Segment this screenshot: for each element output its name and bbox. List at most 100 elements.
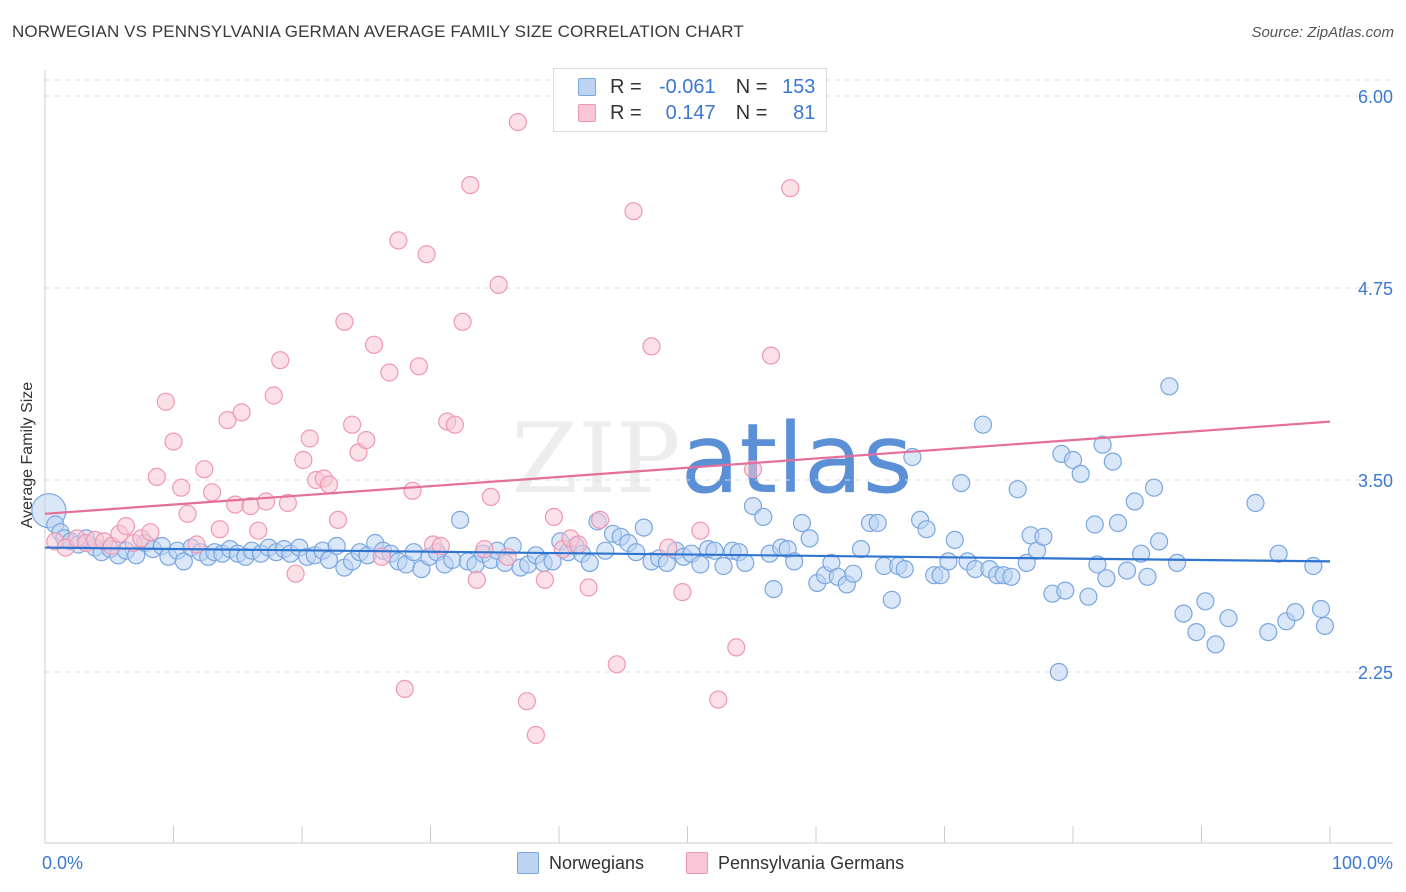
- legend-item-pennsylvania-germans: Pennsylvania Germans: [686, 852, 904, 874]
- pennsylvania-german-point: [461, 176, 480, 195]
- norwegian-point: [882, 590, 901, 609]
- norwegian-point: [800, 529, 819, 548]
- watermark: ZIPatlas: [511, 403, 912, 515]
- legend-swatch-blue: [517, 852, 539, 874]
- pennsylvania-german-point: [431, 536, 450, 556]
- pennsylvania-german-point: [210, 520, 229, 539]
- norwegian-point: [1085, 515, 1104, 534]
- pennsylvania-german-point: [300, 429, 319, 448]
- r-value: -0.061: [658, 75, 716, 98]
- pennsylvania-german-point: [264, 386, 283, 405]
- norwegian-point: [443, 550, 462, 570]
- pennsylvania-german-point: [271, 351, 290, 370]
- n-label: N =: [735, 75, 768, 98]
- norwegian-point: [1138, 567, 1157, 586]
- norwegian-point: [1160, 377, 1179, 396]
- norwegian-point: [1144, 478, 1164, 497]
- pennsylvania-german-point: [256, 492, 276, 511]
- norwegian-point: [1063, 450, 1083, 470]
- legend-swatch-pink: [686, 852, 708, 874]
- pennsylvania-german-point: [743, 460, 763, 479]
- norwegian-point: [1206, 635, 1225, 654]
- pennsylvania-german-point: [364, 335, 384, 354]
- n-label: N =: [735, 101, 768, 124]
- x-tick-label: 0.0%: [42, 853, 83, 873]
- norwegian-point: [580, 553, 599, 573]
- pennsylvania-german-point: [116, 516, 136, 536]
- norwegian-point: [1187, 622, 1206, 642]
- pennsylvania-german-point: [372, 547, 391, 566]
- pennsylvania-german-point: [489, 275, 508, 294]
- pennsylvania-german-point: [335, 312, 354, 331]
- norwegian-point: [705, 541, 724, 560]
- chart-title: NORWEGIAN VS PENNSYLVANIA GERMAN AVERAGE…: [12, 22, 744, 41]
- pennsylvania-german-point: [203, 483, 222, 502]
- norwegian-point: [451, 510, 470, 530]
- norwegian-point: [1093, 435, 1112, 454]
- norwegian-point: [945, 530, 964, 550]
- norwegian-point: [764, 579, 783, 599]
- y-tick-label: 4.75: [1358, 279, 1393, 299]
- pennsylvania-german-point: [395, 679, 414, 699]
- pennsylvania-german-point: [343, 415, 362, 434]
- y-tick-label: 2.25: [1358, 663, 1393, 683]
- pennsylvania-german-point: [535, 570, 555, 589]
- norwegian-point: [754, 507, 773, 527]
- pennsylvania-german-point: [498, 547, 517, 566]
- pennsylvania-german-point: [526, 725, 546, 745]
- norwegian-point: [1088, 555, 1107, 574]
- norwegian-point: [327, 536, 346, 556]
- stats-row-norwegians: R = -0.061 N = 153: [578, 73, 815, 101]
- pennsylvania-german-point: [357, 431, 376, 450]
- norwegian-point: [1269, 544, 1288, 563]
- pennsylvania-german-point: [607, 655, 626, 674]
- norwegian-point: [1304, 556, 1323, 576]
- pennsylvania-german-point: [328, 510, 348, 530]
- norwegians-trendline: [44, 546, 1331, 563]
- pennsylvania-german-point: [249, 521, 268, 540]
- pennsylvania-german-point: [218, 411, 237, 430]
- norwegian-point: [736, 553, 755, 573]
- legend-label: Norwegians: [549, 852, 645, 873]
- norwegian-point: [1108, 513, 1128, 533]
- norwegian-point: [626, 543, 646, 562]
- norwegian-point: [1174, 604, 1193, 623]
- pennsylvania-german-point: [380, 363, 399, 382]
- pennsylvania-german-point: [544, 507, 564, 527]
- pennsylvania-german-point: [709, 690, 728, 709]
- n-value: 153: [782, 75, 816, 98]
- pennsylvania-german-point: [453, 312, 472, 331]
- norwegian-point: [1079, 587, 1098, 606]
- pennsylvania-german-point: [624, 202, 643, 221]
- pennsylvania-german-point: [691, 521, 710, 540]
- pennsylvania-german-point: [673, 582, 692, 602]
- pennsylvania-german-point: [232, 403, 251, 422]
- norwegian-point: [785, 552, 804, 571]
- norwegian-point: [1008, 480, 1027, 499]
- norwegian-point: [1103, 452, 1122, 471]
- pennsylvania-german-point: [178, 504, 197, 523]
- norwegian-point: [1196, 592, 1215, 611]
- pennsylvania-german-point: [508, 112, 528, 132]
- norwegian-point: [596, 541, 615, 560]
- pennsylvania-german-point: [319, 475, 339, 494]
- norwegian-point: [1315, 616, 1335, 636]
- pennsylvania-germans-swatch: [578, 104, 596, 122]
- r-label: R =: [610, 101, 642, 124]
- pennsylvania-german-point: [403, 481, 422, 500]
- pennsylvania-german-point: [445, 415, 464, 434]
- norwegian-point: [1219, 609, 1238, 628]
- norwegian-point: [1049, 662, 1069, 682]
- pennsylvania-german-point: [187, 535, 206, 554]
- pennsylvania-german-point: [642, 337, 661, 356]
- norwegian-point: [1034, 527, 1053, 546]
- pennsylvania-german-point: [141, 523, 160, 542]
- norwegian-point: [939, 552, 958, 571]
- norwegian-point: [1002, 567, 1021, 586]
- norwegian-point: [1125, 492, 1144, 511]
- pennsylvania-german-point: [590, 510, 610, 530]
- y-tick-label: 6.00: [1358, 87, 1393, 107]
- watermark-part: ZIP: [511, 403, 680, 515]
- pennsylvania-german-point: [417, 245, 436, 264]
